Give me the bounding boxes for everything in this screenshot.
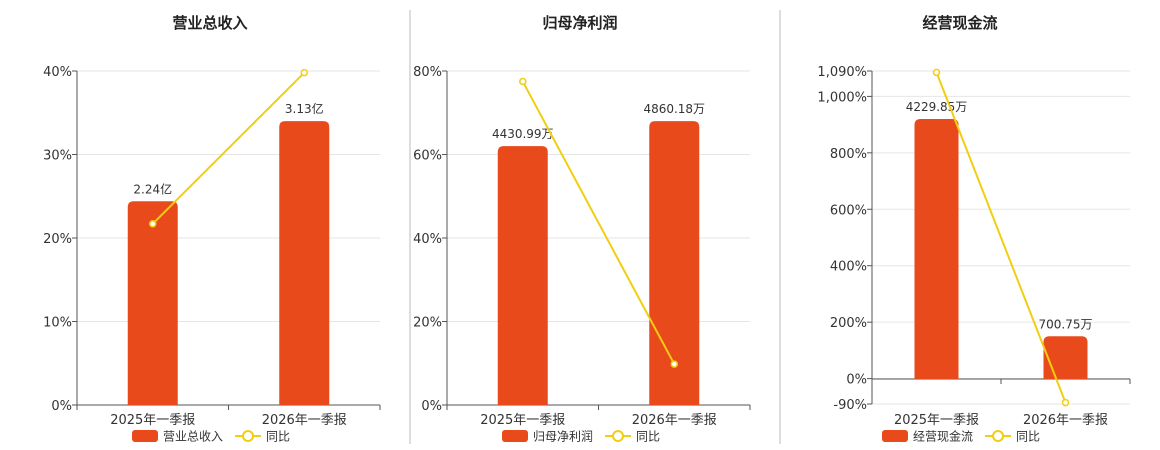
x-category-label: 2025年一季报 [894, 413, 979, 428]
legend-line-label: 同比 [1016, 430, 1040, 444]
yoy-line [935, 72, 1067, 403]
yoy-point [149, 220, 157, 228]
legend-line-marker [242, 430, 255, 442]
y-tick-label: 30% [43, 149, 72, 164]
y-tick-label: 10% [43, 316, 72, 331]
yoy-line [521, 80, 676, 365]
yoy-line [152, 71, 305, 225]
bar-data-label: 2.24亿 [133, 181, 172, 196]
chart-title: 营业总收入 [172, 14, 247, 32]
legend-bar-swatch [882, 430, 908, 442]
yoy-point [300, 68, 308, 77]
y-tick-label: 0% [846, 373, 867, 388]
chart-title: 归母净利润 [542, 14, 617, 32]
yoy-point [1061, 398, 1070, 407]
y-tick-label: 20% [43, 232, 72, 247]
x-category-label: 2025年一季报 [480, 413, 565, 428]
legend-line-marker [612, 430, 625, 442]
x-category-label: 2026年一季报 [632, 413, 717, 428]
legend-line-label: 同比 [636, 430, 660, 444]
y-tick-label: 1,000% [817, 90, 867, 105]
y-tick-label: 60% [413, 149, 442, 164]
yoy-point [670, 360, 678, 368]
y-tick-label: 1,090% [817, 65, 867, 80]
y-tick-label: 0% [51, 399, 72, 414]
y-tick-label: 80% [413, 65, 442, 80]
y-tick-label: 200% [830, 316, 867, 331]
bar-data-label: 700.75万 [1039, 317, 1093, 331]
bar-data-label: 3.13亿 [285, 101, 324, 116]
legend-bar-swatch [132, 430, 158, 442]
yoy-point [932, 68, 941, 77]
bar-data-label: 4430.99万 [492, 127, 554, 141]
y-tick-label: 20% [413, 316, 442, 331]
legend-bar-label: 营业总收入 [163, 430, 223, 444]
bar [497, 146, 548, 405]
bar [279, 121, 330, 405]
legend-line-label: 同比 [266, 430, 290, 444]
legend-bar-swatch [502, 430, 528, 442]
y-tick-label: 40% [43, 65, 72, 80]
bar [1043, 336, 1088, 379]
yoy-point [519, 77, 527, 86]
y-tick-label: 40% [413, 232, 442, 247]
y-tick-label: 0% [421, 399, 442, 414]
x-category-label: 2026年一季报 [1023, 413, 1108, 428]
bar [649, 121, 700, 405]
y-tick-label: 400% [830, 260, 867, 275]
bar-data-label: 4860.18万 [643, 102, 705, 116]
bar [127, 201, 178, 405]
legend-line-marker [992, 430, 1005, 442]
bar [914, 118, 959, 379]
y-tick-label: 800% [830, 147, 867, 162]
legend-bar-label: 归母净利润 [533, 430, 593, 444]
legend-bar-label: 经营现金流 [913, 429, 973, 444]
x-category-label: 2025年一季报 [110, 413, 195, 428]
y-tick-label: -90% [833, 398, 867, 413]
chart-title: 经营现金流 [922, 14, 997, 32]
bar-data-label: 4229.85万 [906, 100, 968, 114]
x-category-label: 2026年一季报 [262, 413, 347, 428]
y-tick-label: 600% [830, 203, 867, 218]
